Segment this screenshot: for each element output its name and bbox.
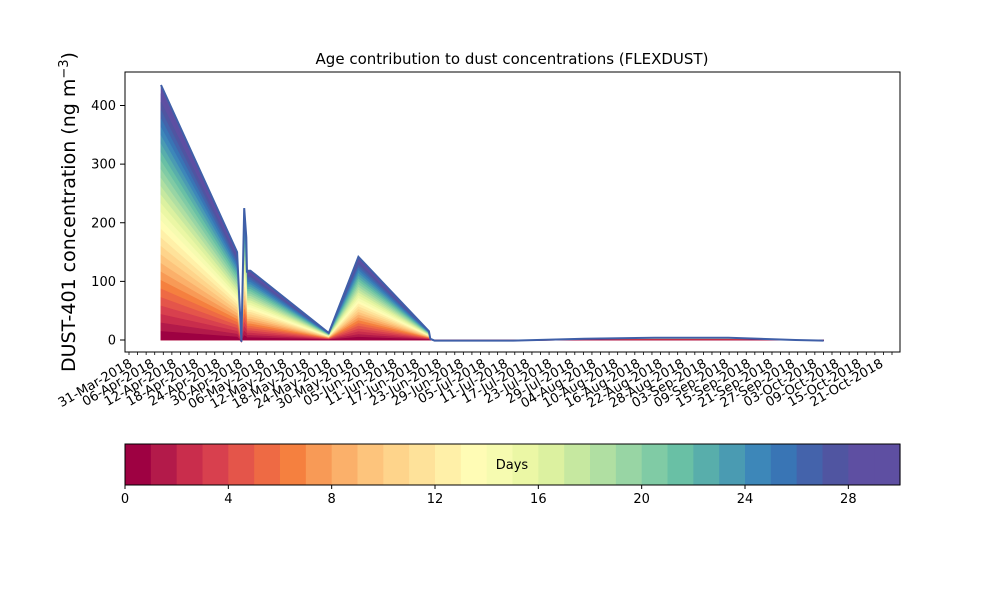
colorbar-swatch: [667, 444, 694, 485]
y-tick-label: 0: [108, 334, 116, 349]
colorbar-swatch: [486, 444, 514, 485]
colorbar-swatch: [641, 444, 669, 485]
y-tick-label: 200: [91, 216, 116, 231]
colorbar-swatch: [822, 444, 849, 485]
colorbar-swatch: [331, 444, 359, 485]
colorbar-label: Days: [496, 458, 529, 473]
colorbar-swatch: [564, 444, 591, 485]
plot-frame: [124, 71, 901, 353]
colorbar-swatch: [254, 444, 281, 485]
colorbar-swatch: [848, 444, 875, 485]
colorbar-swatch: [176, 444, 204, 485]
colorbar-tick-label: 24: [737, 492, 754, 507]
colorbar-swatch: [512, 444, 539, 485]
y-tick-label: 400: [91, 99, 116, 114]
colorbar-swatch: [202, 444, 229, 485]
colorbar-swatch: [125, 444, 152, 485]
colorbar-swatch: [150, 444, 178, 485]
colorbar-swatch: [383, 444, 410, 485]
colorbar-swatch: [460, 444, 488, 485]
colorbar-swatch: [693, 444, 720, 485]
total-concentration-line: [160, 84, 824, 342]
colorbar-swatch: [590, 444, 617, 485]
colorbar-swatch: [357, 444, 384, 485]
colorbar-swatch: [305, 444, 333, 485]
colorbar-swatch: [435, 444, 462, 485]
colorbar-swatch: [280, 444, 307, 485]
colorbar-swatch: [796, 444, 824, 485]
y-tick-label: 300: [91, 158, 116, 173]
colorbar-tick-label: 4: [224, 492, 232, 507]
colorbar-swatch: [719, 444, 746, 485]
colorbar-swatch: [745, 444, 772, 485]
colorbar-tick-label: 0: [121, 492, 129, 507]
colorbar-tick-label: 8: [328, 492, 336, 507]
x-axis: 31-Mar-201806-Apr-201812-Apr-201818-Apr-…: [56, 352, 893, 412]
colorbar-swatch: [228, 444, 255, 485]
colorbar: 0 4 8 12 16 20 24 28: [121, 443, 901, 507]
colorbar-tick-label: 12: [427, 492, 444, 507]
colorbar-swatch: [615, 444, 643, 485]
y-axis-label-close: ): [58, 52, 80, 59]
colorbar-tick-label: 20: [633, 492, 650, 507]
y-axis: 0 100 200 300 400: [91, 99, 125, 349]
colorbar-swatch: [409, 444, 436, 485]
age-layer-0: [160, 331, 824, 343]
chart-title: Age contribution to dust concentrations …: [316, 50, 709, 68]
colorbar-swatch: [770, 444, 798, 485]
colorbar-tick-label: 16: [530, 492, 547, 507]
colorbar-tick-label: 28: [840, 492, 857, 507]
plot-area: [160, 84, 824, 343]
y-tick-label: 100: [91, 275, 116, 290]
colorbar-swatch: [874, 444, 901, 485]
y-axis-label-unit: −3: [57, 59, 72, 78]
y-axis-label: DUST-401 concentration (ng m−3): [57, 52, 80, 372]
colorbar-frame: [124, 443, 901, 486]
colorbar-swatch: [538, 444, 565, 485]
